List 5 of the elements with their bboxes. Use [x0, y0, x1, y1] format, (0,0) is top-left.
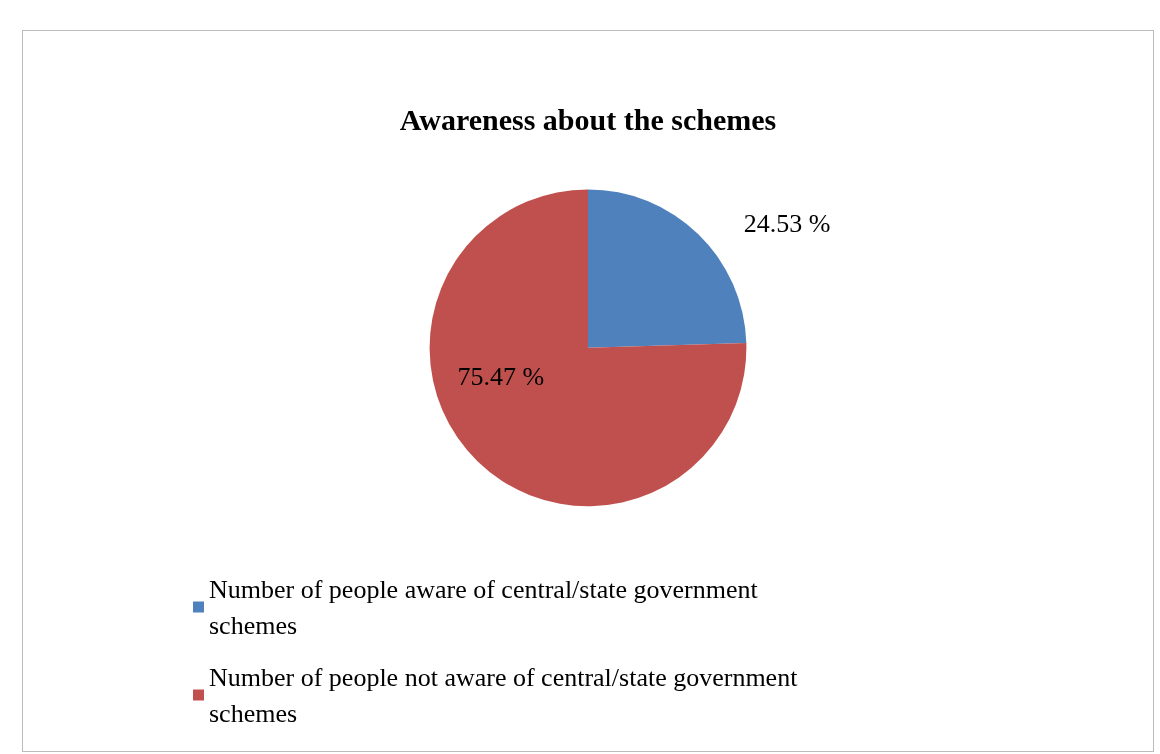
data-label: 75.47 %	[457, 362, 545, 392]
chart-title: Awareness about the schemes	[399, 102, 777, 136]
data-label: 24.53 %	[743, 208, 831, 238]
legend-label: Number of people aware of central/state government schemes	[209, 574, 765, 640]
legend-label: Number of people not aware of central/state government schemes	[209, 662, 804, 728]
